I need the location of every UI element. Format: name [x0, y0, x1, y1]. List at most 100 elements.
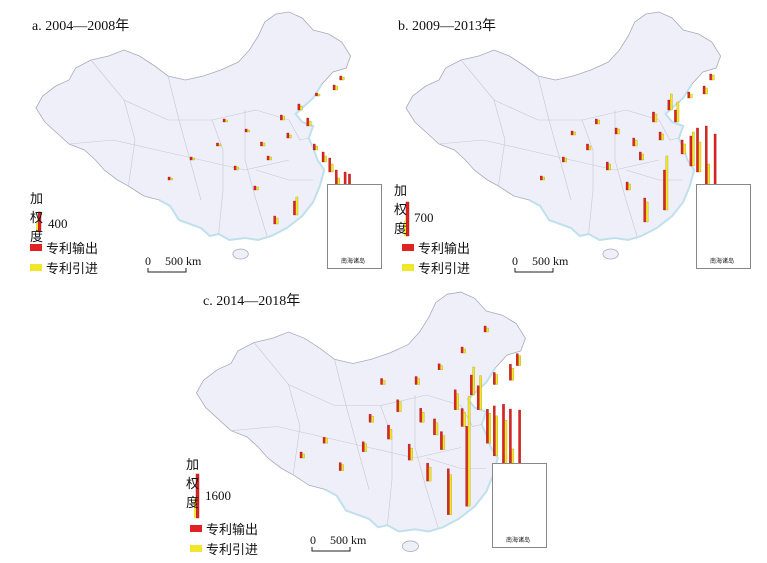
patent-input-bar: [428, 466, 432, 482]
output-label: 专利输出: [206, 523, 259, 538]
legend-scale-bar-output: [405, 201, 410, 237]
scale-b-zero: 0: [512, 254, 518, 268]
legend-c-input: 专利引进: [190, 539, 258, 558]
patent-output-bar: [667, 99, 671, 111]
scale-b-label: 500 km: [532, 254, 569, 268]
patent-input-bar: [335, 85, 338, 91]
scale-bar: [514, 268, 554, 273]
patent-input-bar: [676, 101, 680, 123]
country-outline: [405, 11, 722, 241]
patent-input-bar: [665, 155, 669, 211]
patent-input-bar: [341, 464, 344, 471]
panel-a-title: a. 2004—2008年: [32, 19, 130, 34]
inset-b: 南海诸岛: [696, 184, 751, 269]
patent-output-bar: [486, 409, 489, 444]
province-border: [288, 384, 301, 475]
patent-output-bar: [658, 131, 662, 141]
patent-output-bar: [516, 353, 519, 366]
hainan-island: [602, 248, 619, 260]
province-border: [167, 75, 202, 201]
patent-input-bar: [269, 156, 272, 161]
province-border: [380, 405, 393, 526]
province-border: [230, 426, 462, 459]
patent-output-bar: [639, 151, 642, 161]
patent-output-bar: [632, 137, 635, 147]
patent-output-bar: [595, 118, 598, 125]
patent-input-bar: [504, 420, 508, 465]
patent-input-bar: [398, 401, 402, 412]
legend-a-value: 400: [48, 216, 68, 231]
input-swatch: [30, 264, 42, 271]
patent-output-bar: [470, 374, 473, 396]
patent-input-bar: [218, 143, 222, 147]
input-swatch: [402, 264, 414, 271]
province-border: [211, 119, 224, 235]
patent-input-bar: [308, 120, 312, 127]
patent-output-bar: [586, 143, 589, 151]
patent-output-bar: [407, 443, 411, 461]
patent-input-bar: [518, 355, 521, 366]
patent-output-bar: [453, 389, 457, 410]
patent-output-bar: [339, 75, 342, 81]
patent-output-bar: [709, 73, 712, 81]
legend-a-title: 加权度: [30, 192, 44, 245]
patent-input-bar: [698, 141, 702, 173]
legend-c-title: 加权度: [186, 458, 200, 511]
patent-input-bar: [315, 145, 318, 151]
patent-output-bar: [216, 142, 219, 147]
patent-input-bar: [634, 139, 638, 147]
input-label: 专利引进: [206, 543, 259, 558]
patent-output-bar: [321, 151, 325, 163]
patent-output-bar: [266, 155, 270, 161]
patent-output-bar: [460, 408, 464, 427]
legend-a-output: 专利输出: [30, 238, 98, 257]
province-border: [334, 359, 370, 490]
patent-input-bar: [275, 217, 279, 225]
coastline: [324, 367, 499, 533]
patent-input-bar: [324, 155, 327, 163]
patent-output-bar: [687, 91, 690, 99]
patent-output-bar: [440, 431, 443, 450]
panel-b-title: b. 2009—2013年: [398, 19, 496, 34]
patent-output-bar: [328, 157, 331, 173]
scale-c-label: 500 km: [330, 533, 367, 547]
patent-input-bar: [495, 374, 498, 385]
patent-output-bar: [322, 437, 326, 444]
patent-output-bar: [502, 404, 505, 465]
patent-output-bar: [332, 84, 336, 91]
patent-output-bar: [614, 127, 618, 135]
patent-input-bar: [262, 142, 266, 147]
province-border: [90, 59, 290, 121]
patent-output-bar: [396, 399, 399, 412]
china-map: [35, 11, 354, 260]
province-border: [614, 110, 638, 237]
patent-input-bar: [488, 413, 492, 444]
patent-output-bar: [540, 175, 543, 181]
inset-a-label: 南海诸岛: [341, 258, 366, 265]
patent-input-bar: [692, 131, 695, 167]
input-label: 专利引进: [46, 262, 99, 277]
patent-input-bar: [417, 378, 420, 385]
patent-input-bar: [495, 415, 498, 457]
input-swatch: [190, 545, 202, 552]
coastline: [528, 83, 696, 242]
patent-output-bar: [222, 118, 226, 123]
patent-output-bar: [696, 127, 699, 173]
legend-a-input: 专利引进: [30, 258, 98, 277]
output-swatch: [190, 525, 202, 532]
patent-input-bar: [661, 133, 664, 141]
patent-input-bar: [421, 412, 425, 423]
patent-output-bar: [368, 414, 372, 423]
patent-input-bar: [341, 76, 345, 81]
patent-input-bar: [463, 412, 466, 427]
legend-c-output: 专利输出: [190, 519, 258, 538]
patent-output-bar: [244, 128, 248, 133]
patent-output-bar: [663, 169, 666, 211]
patent-output-bar: [476, 385, 480, 410]
patent-output-bar: [313, 143, 316, 151]
patent-input-bar: [435, 422, 439, 436]
patent-input-bar: [256, 186, 259, 191]
patent-output-bar: [315, 92, 318, 97]
patent-output-bar: [338, 462, 342, 471]
